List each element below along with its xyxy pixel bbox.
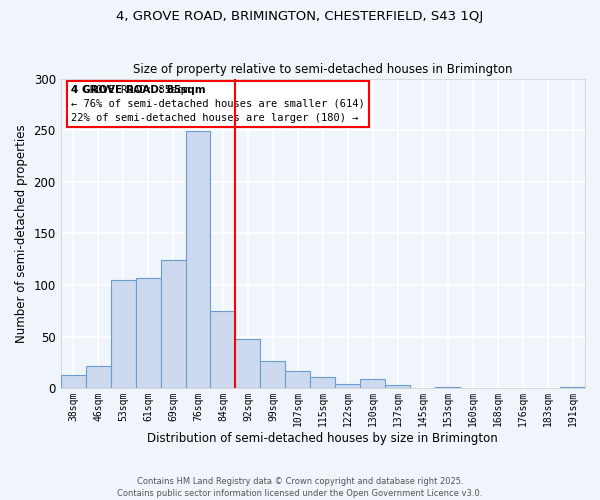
X-axis label: Distribution of semi-detached houses by size in Brimington: Distribution of semi-detached houses by … bbox=[148, 432, 498, 445]
Bar bbox=[161, 260, 185, 388]
Bar bbox=[211, 311, 235, 388]
Bar bbox=[260, 360, 286, 388]
Text: 4, GROVE ROAD, BRIMINGTON, CHESTERFIELD, S43 1QJ: 4, GROVE ROAD, BRIMINGTON, CHESTERFIELD,… bbox=[116, 10, 484, 23]
Bar bbox=[385, 386, 410, 388]
Bar bbox=[136, 278, 161, 388]
Text: 4 GROVE ROAD: 85sqm
← 76% of semi-detached houses are smaller (614)
22% of semi-: 4 GROVE ROAD: 85sqm ← 76% of semi-detach… bbox=[71, 85, 365, 123]
Bar bbox=[286, 371, 310, 388]
Bar bbox=[310, 377, 335, 388]
Text: 4 GROVE ROAD: 85sqm: 4 GROVE ROAD: 85sqm bbox=[71, 85, 206, 95]
Bar bbox=[360, 379, 385, 388]
Bar bbox=[235, 339, 260, 388]
Text: Contains HM Land Registry data © Crown copyright and database right 2025.
Contai: Contains HM Land Registry data © Crown c… bbox=[118, 476, 482, 498]
Y-axis label: Number of semi-detached properties: Number of semi-detached properties bbox=[15, 124, 28, 343]
Bar bbox=[110, 280, 136, 388]
Bar bbox=[86, 366, 110, 388]
Title: Size of property relative to semi-detached houses in Brimington: Size of property relative to semi-detach… bbox=[133, 63, 512, 76]
Bar bbox=[61, 375, 86, 388]
Bar bbox=[185, 131, 211, 388]
Bar bbox=[335, 384, 360, 388]
